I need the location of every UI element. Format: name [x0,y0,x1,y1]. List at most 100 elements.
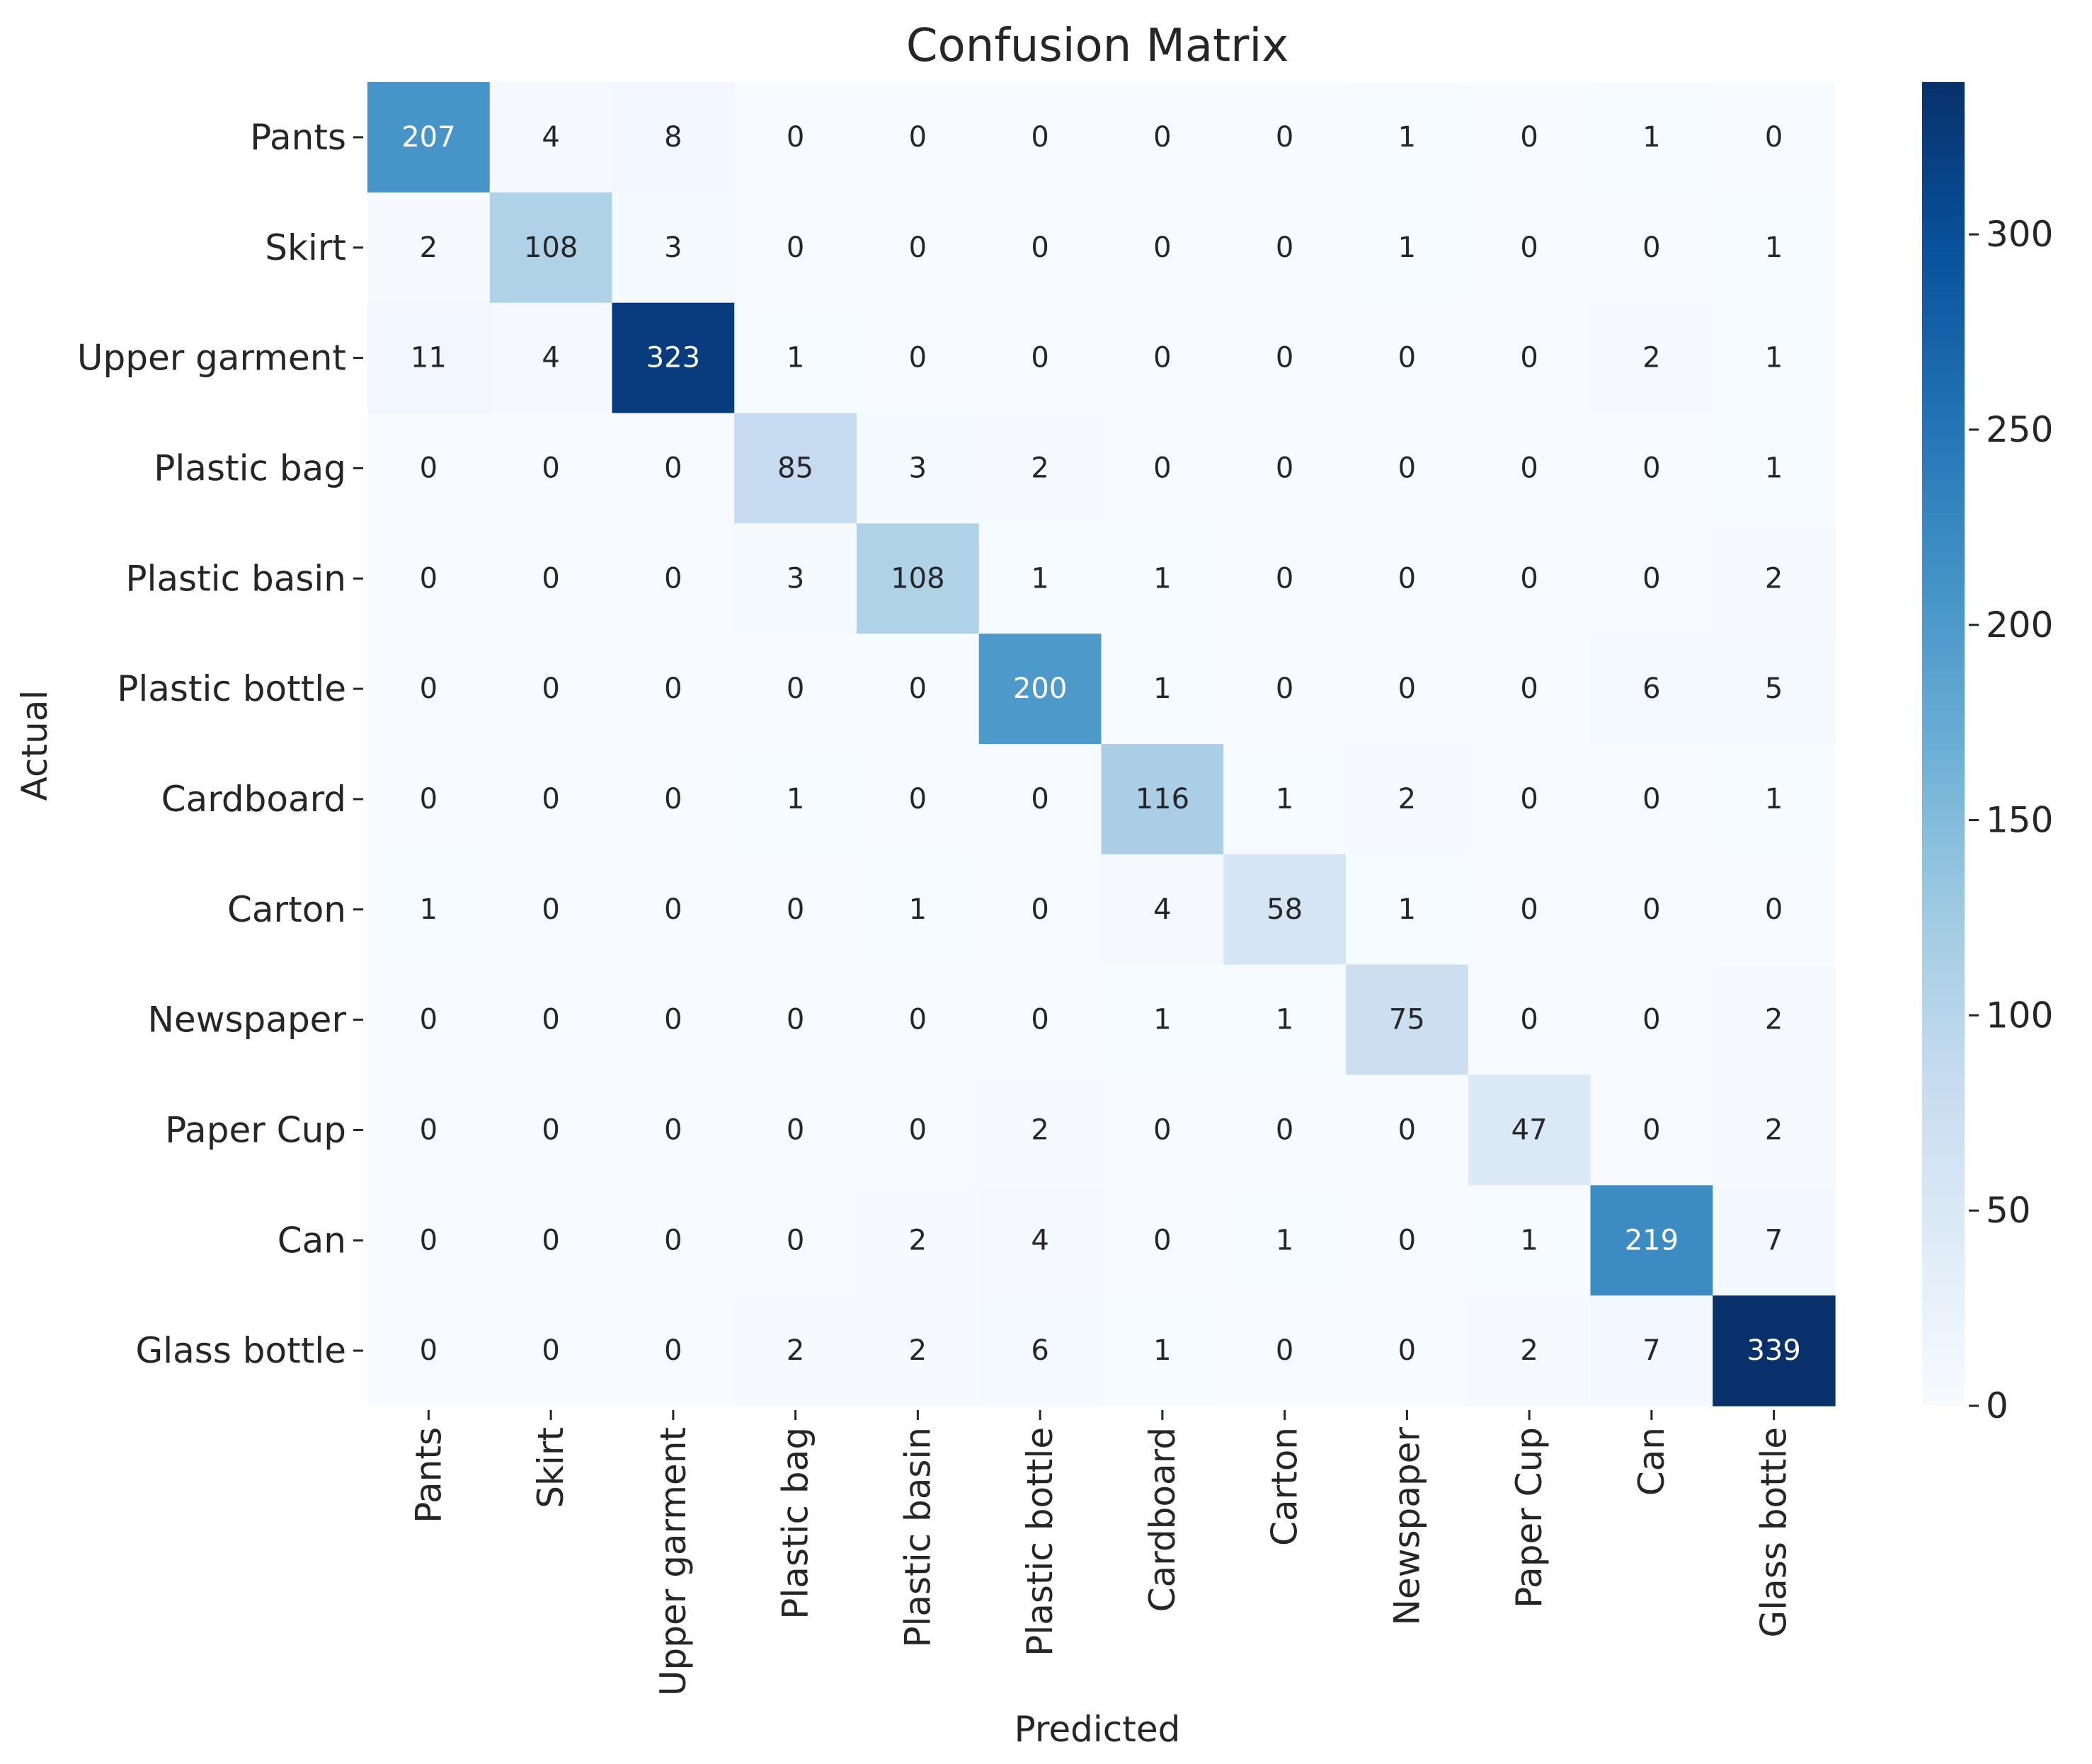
heatmap-cell [1223,1185,1347,1296]
heatmap-cell [1101,634,1224,745]
cell-value-label: 1 [1765,783,1783,815]
cell-value-label: 0 [1276,1334,1293,1367]
cell-value-label: 0 [1398,1334,1416,1367]
heatmap-cell [857,854,980,966]
cell-value-label: 3 [664,231,682,264]
colorbar-tick-label: 300 [1986,214,2053,255]
heatmap-cell [1468,413,1591,524]
cell-annotations: 207 4 8 0 0 0 0 0 1 0 1 02 108 3 0 0 0 0 0 1 0 0 111 4 323 1 0 0 0 0 0… [401,121,1801,1367]
heatmap-cell [612,854,735,966]
cell-value-label: 0 [542,452,559,484]
heatmap-cell [1346,413,1469,524]
heatmap-cell [1346,634,1469,745]
heatmap-cell [1101,854,1224,966]
heatmap-cell [734,192,857,304]
cell-value-label: 4 [542,342,559,374]
cell-value-label: 1 [1153,1334,1171,1367]
y-tick-label: Cardboard [161,779,346,820]
cell-value-label: 207 [401,121,455,154]
cell-value-label: 0 [1276,562,1293,595]
cell-value-label: 0 [420,452,438,484]
heatmap-cell [1223,634,1347,745]
heatmap-cell [1713,82,1836,193]
x-tick-label: Plastic bottle [1019,1427,1061,1656]
y-tick-label: Plastic basin [125,558,346,599]
y-tick-label: Skirt [265,227,346,268]
heatmap-cell [1590,1075,1713,1186]
cell-value-label: 108 [891,562,944,595]
heatmap-cell [857,1185,980,1296]
heatmap-cell [612,1185,735,1296]
heatmap-cell [978,854,1102,966]
cell-value-label: 323 [646,342,700,374]
colorbar-tick-label: 0 [1986,1385,2008,1426]
heatmap-cell [978,192,1102,304]
heatmap-cell [1346,82,1469,193]
cell-value-label: 0 [664,893,682,926]
cell-value-label: 0 [1642,562,1660,595]
cell-value-label: 6 [1642,672,1660,705]
heatmap-cell [978,744,1102,855]
colorbar-tick-label: 200 [1986,605,2053,646]
heatmap-cell [1590,854,1713,966]
y-tick-label: Paper Cup [165,1109,346,1150]
heatmap-cell [489,1295,613,1407]
heatmap-cell [1101,964,1224,1076]
heatmap-cell [1223,302,1347,414]
cell-value-label: 0 [787,231,804,264]
cell-value-label: 0 [542,783,559,815]
heatmap-cell [612,302,735,414]
y-axis-title: Actual [14,690,55,801]
cell-value-label: 4 [1153,893,1171,926]
cell-value-label: 2 [1520,1334,1538,1367]
cell-value-label: 0 [1520,452,1538,484]
heatmap-cell [734,413,857,524]
cell-value-label: 0 [664,1334,682,1367]
heatmap-cell [1713,634,1836,745]
cell-value-label: 0 [542,893,559,926]
heatmap-cell [489,964,613,1076]
cell-value-label: 75 [1389,1004,1425,1036]
heatmap-cell [1713,854,1836,966]
heatmap-cell [1468,744,1591,855]
heatmap-cell [857,82,980,193]
heatmap-cell [1101,523,1224,634]
heatmap-cell [367,1295,491,1407]
heatmap-cell [1468,1295,1591,1407]
cell-value-label: 108 [524,231,578,264]
cell-value-label: 219 [1625,1224,1679,1256]
y-tick-label: Plastic bag [154,447,346,488]
heatmap-cell [978,1075,1102,1186]
heatmap-cell [367,82,491,193]
cell-value-label: 0 [1153,342,1171,374]
heatmap-cell [1713,1185,1836,1296]
heatmap-cell [367,1075,491,1186]
heatmap-cell [978,82,1102,193]
heatmap-cell [1223,964,1347,1076]
cell-value-label: 0 [1031,783,1048,815]
heatmap-cell [1713,192,1836,304]
cell-value-label: 0 [787,121,804,154]
cell-value-label: 0 [542,562,559,595]
cell-value-label: 1 [1276,783,1293,815]
heatmap-cell [367,302,491,414]
cell-value-label: 0 [1642,893,1660,926]
cell-value-label: 0 [1765,121,1783,154]
heatmap-cell [1590,82,1713,193]
cell-value-label: 0 [664,783,682,815]
cell-value-label: 0 [420,1334,438,1367]
heatmap-cell [1346,1295,1469,1407]
cell-value-label: 1 [1153,562,1171,595]
cell-value-label: 2 [420,231,438,264]
heatmap-cell [978,1295,1102,1407]
heatmap-cell [1101,413,1224,524]
cell-value-label: 0 [542,1334,559,1367]
y-tick-label: Glass bottle [136,1330,346,1371]
cell-value-label: 0 [787,1224,804,1256]
x-tick-label: Skirt [530,1427,571,1508]
heatmap-cell [1468,854,1591,966]
heatmap-cell [1346,302,1469,414]
cell-value-label: 0 [1398,672,1416,705]
colorbar-axis: 0 50 100 150 200 250 300 [1969,214,2053,1426]
heatmap-cell [1468,964,1591,1076]
